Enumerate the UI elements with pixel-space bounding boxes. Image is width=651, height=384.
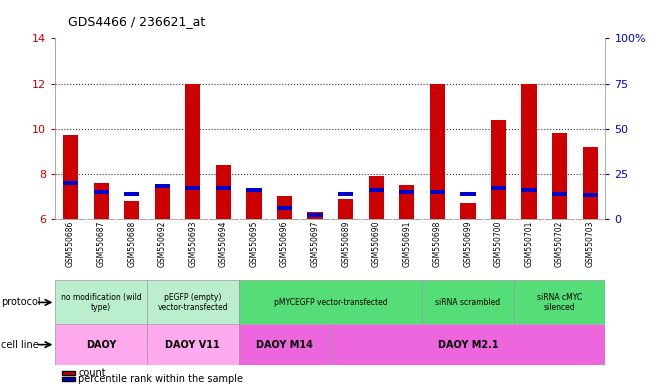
Bar bbox=[583, 147, 598, 219]
Bar bbox=[422, 280, 514, 324]
Bar bbox=[368, 188, 384, 192]
Bar bbox=[330, 324, 605, 365]
Text: GSM550702: GSM550702 bbox=[555, 221, 564, 267]
Bar bbox=[277, 196, 292, 219]
Bar bbox=[491, 186, 506, 190]
Bar bbox=[399, 190, 415, 194]
Text: GSM550701: GSM550701 bbox=[525, 221, 534, 267]
Bar bbox=[239, 324, 331, 365]
Text: GSM550691: GSM550691 bbox=[402, 221, 411, 267]
Text: percentile rank within the sample: percentile rank within the sample bbox=[78, 374, 243, 384]
Bar bbox=[521, 188, 536, 192]
Text: siRNA scrambled: siRNA scrambled bbox=[436, 298, 501, 307]
Text: GSM550686: GSM550686 bbox=[66, 221, 75, 267]
Bar bbox=[246, 188, 262, 192]
Text: pMYCEGFP vector-transfected: pMYCEGFP vector-transfected bbox=[273, 298, 387, 307]
Bar bbox=[94, 183, 109, 219]
Text: GSM550700: GSM550700 bbox=[494, 221, 503, 267]
Bar bbox=[215, 165, 231, 219]
Text: pEGFP (empty)
vector-transfected: pEGFP (empty) vector-transfected bbox=[158, 293, 228, 312]
Text: cell line: cell line bbox=[1, 339, 38, 350]
Text: GSM550695: GSM550695 bbox=[249, 221, 258, 267]
Bar bbox=[63, 181, 78, 185]
Text: GSM550688: GSM550688 bbox=[127, 221, 136, 267]
Bar bbox=[368, 176, 384, 219]
Bar bbox=[124, 192, 139, 195]
Text: GSM550703: GSM550703 bbox=[586, 221, 594, 267]
Text: GDS4466 / 236621_at: GDS4466 / 236621_at bbox=[68, 15, 206, 28]
Bar bbox=[491, 120, 506, 219]
Bar bbox=[460, 192, 475, 195]
Bar bbox=[338, 199, 353, 219]
Bar bbox=[307, 213, 323, 217]
Bar bbox=[147, 280, 239, 324]
Text: DAOY V11: DAOY V11 bbox=[165, 339, 220, 350]
Text: count: count bbox=[78, 368, 105, 378]
Bar bbox=[552, 133, 567, 219]
Bar bbox=[94, 190, 109, 194]
Bar bbox=[155, 185, 170, 219]
Text: siRNA cMYC
silenced: siRNA cMYC silenced bbox=[537, 293, 582, 312]
Text: no modification (wild
type): no modification (wild type) bbox=[61, 293, 141, 312]
Bar bbox=[186, 186, 201, 190]
Bar bbox=[155, 184, 170, 189]
Bar bbox=[147, 324, 239, 365]
Bar bbox=[460, 203, 475, 219]
Text: GSM550697: GSM550697 bbox=[311, 221, 320, 267]
Text: GSM550693: GSM550693 bbox=[188, 221, 197, 267]
Bar bbox=[186, 84, 201, 219]
Bar bbox=[215, 186, 231, 190]
Text: GSM550696: GSM550696 bbox=[280, 221, 289, 267]
Bar bbox=[239, 280, 422, 324]
Bar bbox=[63, 136, 78, 219]
Text: DAOY M14: DAOY M14 bbox=[256, 339, 313, 350]
Text: GSM550692: GSM550692 bbox=[158, 221, 167, 267]
Bar bbox=[246, 192, 262, 219]
Text: DAOY: DAOY bbox=[86, 339, 117, 350]
Text: GSM550690: GSM550690 bbox=[372, 221, 381, 267]
Bar bbox=[514, 280, 605, 324]
Bar bbox=[55, 324, 147, 365]
Text: GSM550687: GSM550687 bbox=[97, 221, 105, 267]
Bar bbox=[399, 185, 415, 219]
Bar bbox=[430, 190, 445, 194]
Bar bbox=[430, 84, 445, 219]
Bar bbox=[55, 280, 147, 324]
Text: GSM550694: GSM550694 bbox=[219, 221, 228, 267]
Bar bbox=[338, 192, 353, 195]
Bar bbox=[124, 201, 139, 219]
Bar bbox=[307, 212, 323, 219]
Text: protocol: protocol bbox=[1, 297, 40, 308]
Bar bbox=[583, 194, 598, 197]
Bar bbox=[521, 84, 536, 219]
Text: GSM550699: GSM550699 bbox=[464, 221, 473, 267]
Text: GSM550689: GSM550689 bbox=[341, 221, 350, 267]
Text: DAOY M2.1: DAOY M2.1 bbox=[437, 339, 498, 350]
Text: GSM550698: GSM550698 bbox=[433, 221, 442, 267]
Bar bbox=[277, 206, 292, 210]
Bar bbox=[552, 192, 567, 195]
